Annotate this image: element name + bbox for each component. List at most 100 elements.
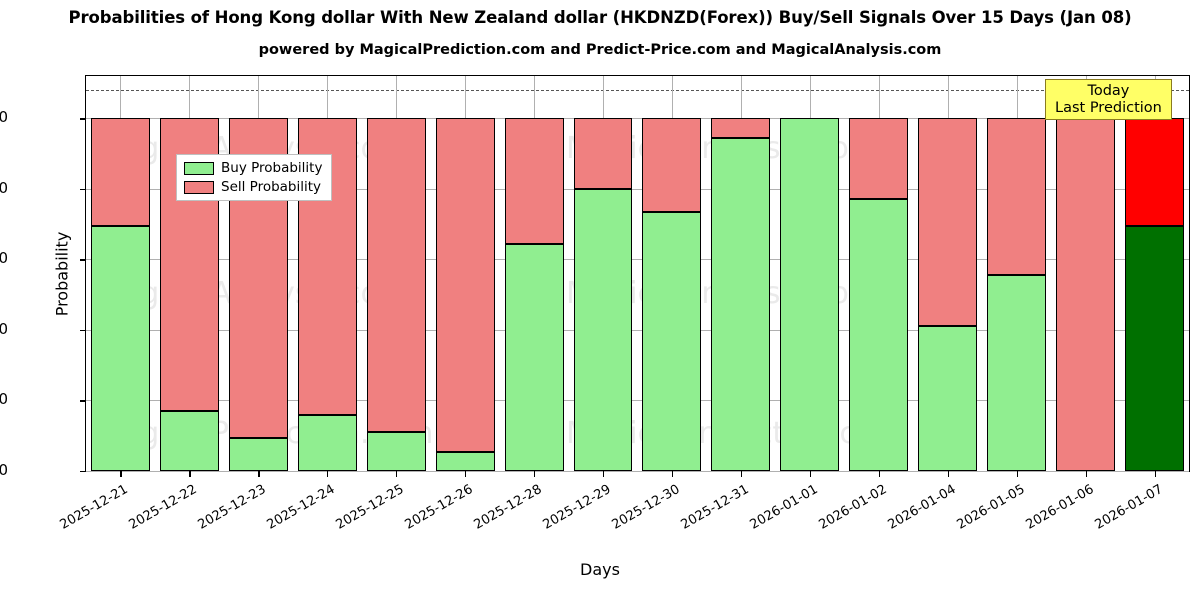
y-tick-label: 80: [0, 178, 8, 197]
x-tick-label: 2025-12-28: [471, 482, 545, 533]
y-gridline: [86, 118, 1189, 120]
y-tick-mark: [80, 400, 86, 402]
bar-segment-buy: [849, 199, 909, 471]
bar-group: [987, 76, 1047, 471]
legend-swatch-buy: [184, 161, 214, 175]
legend-item-buy: Buy Probability: [184, 160, 322, 176]
today-label: Today: [1087, 83, 1130, 99]
bar-segment-buy: [297, 414, 357, 471]
x-tick-mark: [396, 471, 398, 477]
bar-segment-sell: [711, 118, 771, 138]
bar-group: [297, 76, 357, 471]
x-tick-label: 2026-01-07: [1092, 482, 1166, 533]
bar-segment-sell: [1125, 118, 1184, 226]
y-gridline: [86, 400, 1189, 402]
x-tick-mark: [465, 471, 467, 477]
bar-segment-buy: [90, 225, 150, 471]
bar-segment-buy: [642, 211, 702, 471]
bar-group: [849, 76, 909, 471]
x-tick-label: 2025-12-25: [333, 482, 407, 533]
y-tick-mark: [80, 471, 86, 473]
bar-group: [159, 76, 219, 471]
legend-item-sell: Sell Probability: [184, 179, 322, 195]
y-gridline: [86, 471, 1189, 472]
page-title: Probabilities of Hong Kong dollar With N…: [68, 8, 1132, 27]
x-tick-mark: [809, 471, 812, 477]
y-tick-mark: [80, 118, 86, 120]
bar-segment-buy: [366, 432, 426, 471]
x-tick-label: 2025-12-29: [540, 482, 614, 533]
y-tick-label: 20: [0, 390, 8, 409]
y-gridline: [86, 329, 1189, 331]
y-gridline: [86, 259, 1189, 261]
x-tick-label: 2026-01-02: [816, 482, 890, 533]
bar-group: [1056, 76, 1116, 471]
bar-group: [642, 76, 702, 471]
bar-segment-sell: [918, 118, 978, 327]
bar-segment-buy: [435, 451, 495, 471]
last-prediction-label: Last Prediction: [1055, 99, 1162, 116]
x-tick-mark: [534, 471, 536, 477]
x-tick-label: 2025-12-26: [402, 482, 476, 533]
bar-group: [504, 76, 564, 471]
legend-label-sell: Sell Probability: [221, 179, 322, 195]
x-tick-mark: [189, 471, 191, 477]
x-tick-label: 2025-12-23: [195, 482, 269, 533]
x-tick-mark: [1016, 471, 1018, 477]
y-tick-label: 100: [0, 108, 8, 127]
y-tick-label: 0: [0, 461, 8, 479]
bar-group: [573, 76, 633, 471]
bar-segment-buy: [159, 411, 219, 471]
x-tick-label: 2025-12-21: [58, 482, 131, 533]
bar-group: [780, 76, 840, 471]
bar-group: [228, 76, 288, 471]
plot-area: MagicalAnalysis.comMagicalAnalysis.comMa…: [53, 75, 1190, 477]
x-tick-label: 2025-12-24: [264, 482, 338, 533]
bar-segment-sell: [504, 118, 564, 244]
bar-segment-buy: [504, 243, 564, 471]
reference-dashed-line: [86, 90, 1189, 92]
y-axis-label: Probability: [52, 231, 72, 316]
x-tick-label: 2026-01-05: [954, 482, 1028, 533]
bar-group: [90, 76, 150, 471]
bar-segment-sell: [642, 118, 702, 212]
today-last-prediction-box: Today Last Prediction: [1045, 79, 1172, 121]
bar-group: [711, 76, 771, 471]
y-tick-mark: [80, 188, 86, 191]
legend-label-buy: Buy Probability: [221, 160, 323, 176]
bar-group: [918, 76, 978, 471]
page-subtitle: powered by MagicalPrediction.com and Pre…: [258, 42, 942, 58]
bar-segment-buy: [228, 437, 288, 471]
bar-segment-sell: [573, 118, 633, 189]
bar-segment-buy: [987, 275, 1047, 471]
bar-segment-buy: [918, 326, 978, 471]
x-tick-mark: [1154, 471, 1156, 477]
y-tick-label: 60: [0, 249, 8, 268]
x-tick-label: 2025-12-30: [609, 482, 683, 533]
y-tick-mark: [80, 259, 86, 261]
x-tick-mark: [947, 471, 949, 477]
x-tick-mark: [603, 471, 605, 477]
y-gridline: [86, 188, 1189, 190]
x-tick-mark: [878, 471, 880, 477]
chart-legend: Buy Probability Sell Probability: [176, 154, 333, 201]
x-tick-label: 2025-12-31: [678, 482, 752, 533]
bar-group: [435, 76, 495, 471]
x-axis-label: Days: [580, 560, 620, 579]
x-tick-label: 2025-12-22: [126, 482, 200, 533]
y-tick-mark: [80, 329, 86, 332]
legend-swatch-sell: [184, 180, 214, 194]
bar-segment-buy: [711, 137, 771, 471]
bar-segment-sell: [987, 118, 1047, 276]
bar-segment-sell: [849, 118, 909, 200]
x-tick-mark: [258, 471, 260, 477]
bar-segment-buy: [780, 118, 840, 471]
bar-segment-buy: [573, 188, 633, 471]
bar-segment-sell: [90, 118, 150, 226]
x-tick-mark: [1085, 471, 1087, 477]
bar-segment-sell: [435, 118, 495, 452]
x-tick-label: 2026-01-04: [885, 482, 959, 533]
bar-group: [1125, 76, 1184, 471]
x-tick-mark: [327, 471, 329, 477]
